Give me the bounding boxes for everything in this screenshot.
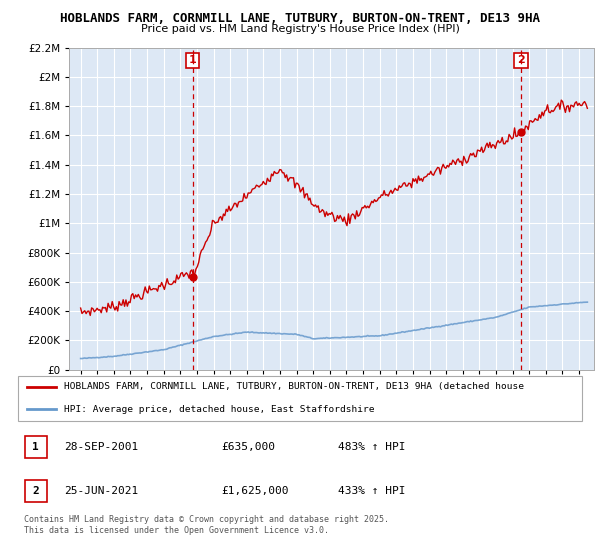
Text: 25-JUN-2021: 25-JUN-2021 (64, 486, 139, 496)
Text: 2: 2 (517, 55, 525, 66)
Text: 2: 2 (32, 486, 39, 496)
Text: 1: 1 (189, 55, 197, 66)
Text: 433% ↑ HPI: 433% ↑ HPI (338, 486, 406, 496)
FancyBboxPatch shape (18, 376, 583, 421)
Text: £1,625,000: £1,625,000 (221, 486, 289, 496)
Text: 483% ↑ HPI: 483% ↑ HPI (338, 442, 406, 451)
Text: 1: 1 (32, 442, 39, 451)
Text: £635,000: £635,000 (221, 442, 275, 451)
Text: Price paid vs. HM Land Registry's House Price Index (HPI): Price paid vs. HM Land Registry's House … (140, 24, 460, 34)
Text: HOBLANDS FARM, CORNMILL LANE, TUTBURY, BURTON-ON-TRENT, DE13 9HA (detached house: HOBLANDS FARM, CORNMILL LANE, TUTBURY, B… (64, 382, 524, 391)
FancyBboxPatch shape (25, 480, 47, 502)
Text: 28-SEP-2001: 28-SEP-2001 (64, 442, 139, 451)
Text: HOBLANDS FARM, CORNMILL LANE, TUTBURY, BURTON-ON-TRENT, DE13 9HA: HOBLANDS FARM, CORNMILL LANE, TUTBURY, B… (60, 12, 540, 25)
Text: HPI: Average price, detached house, East Staffordshire: HPI: Average price, detached house, East… (64, 405, 375, 414)
Text: Contains HM Land Registry data © Crown copyright and database right 2025.
This d: Contains HM Land Registry data © Crown c… (23, 515, 389, 535)
FancyBboxPatch shape (25, 436, 47, 458)
